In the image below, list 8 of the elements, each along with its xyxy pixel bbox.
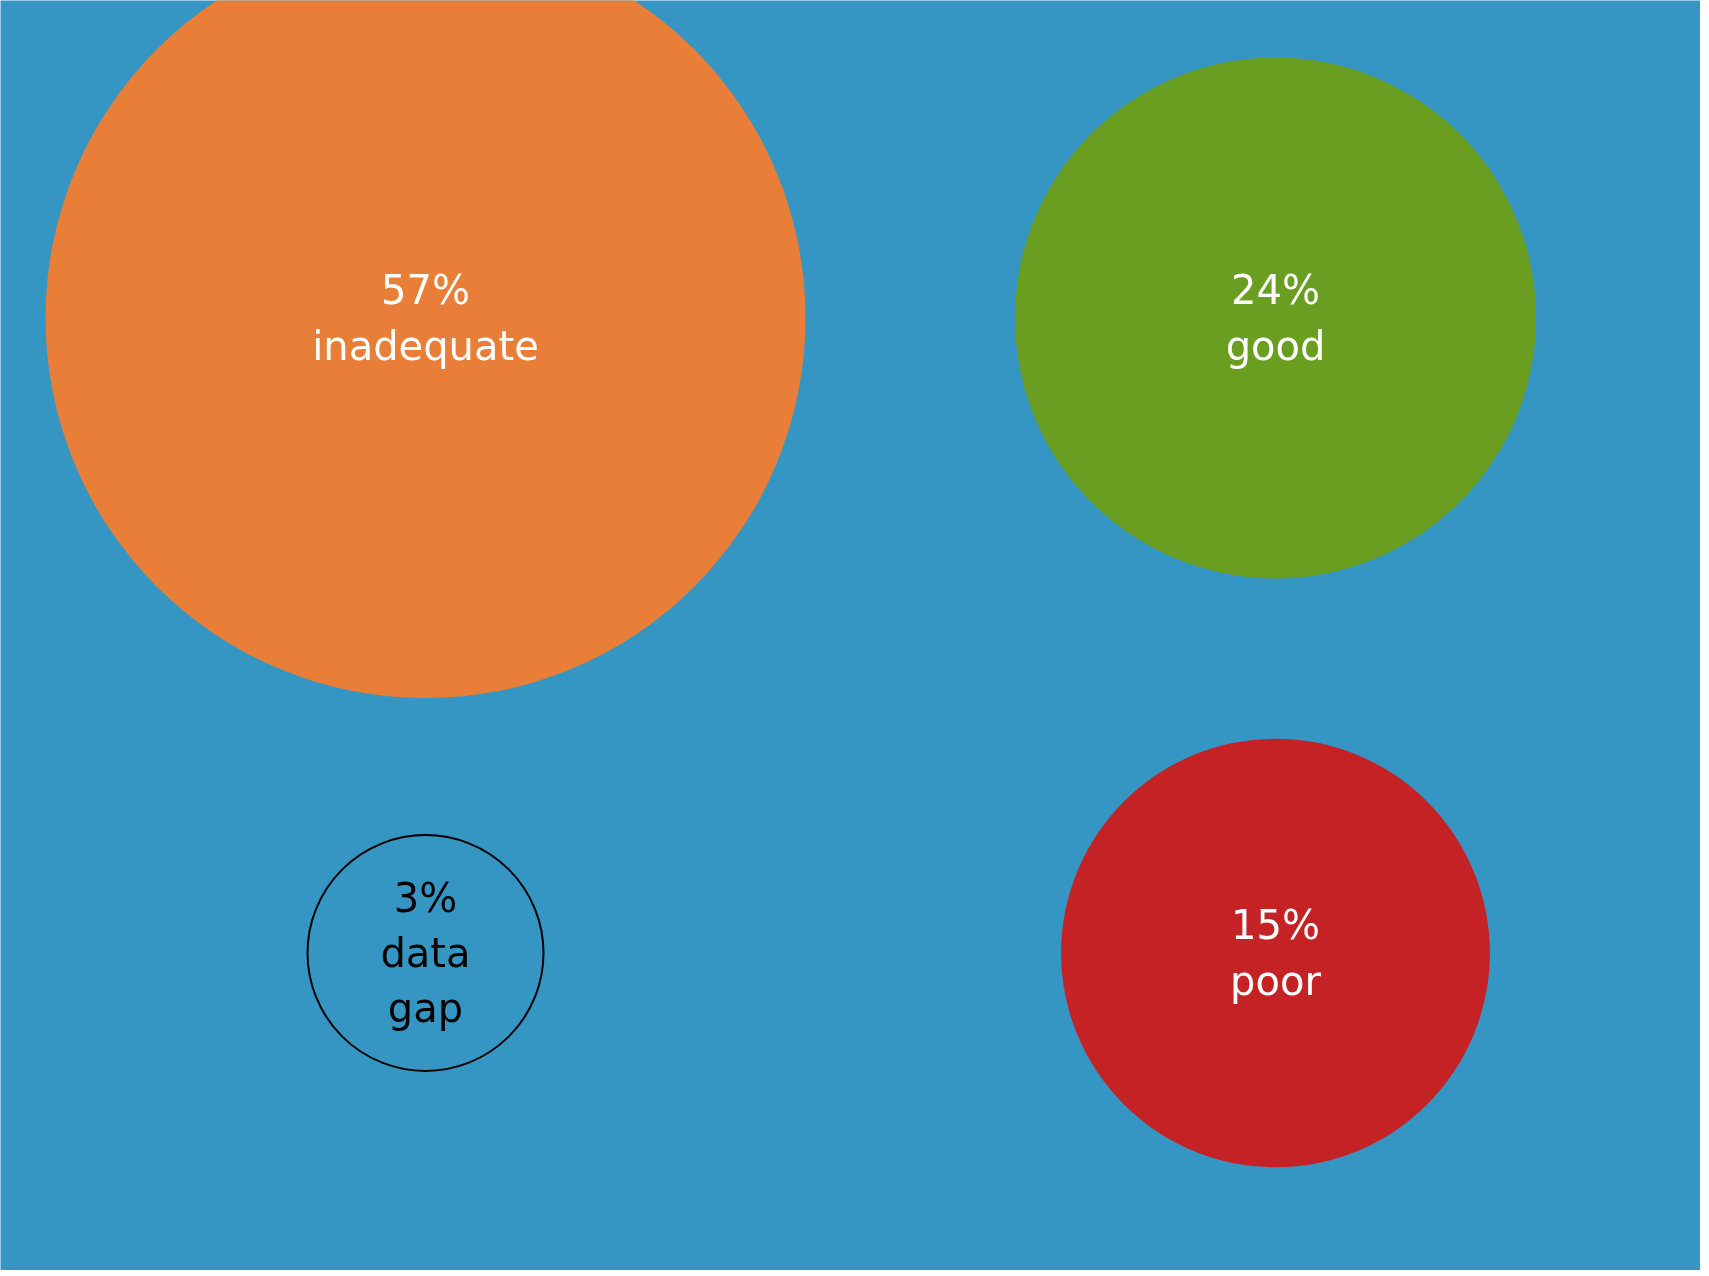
data-label: 3%: [393, 874, 458, 921]
data-label: 15%: [1231, 902, 1320, 949]
category-label: good: [1225, 322, 1326, 369]
data-label: 24%: [1231, 267, 1320, 314]
category-label: poor: [1230, 957, 1322, 1004]
category-label: inadequate: [312, 322, 539, 369]
data-label: 57%: [381, 267, 470, 314]
category-label: data gap: [380, 930, 471, 1032]
